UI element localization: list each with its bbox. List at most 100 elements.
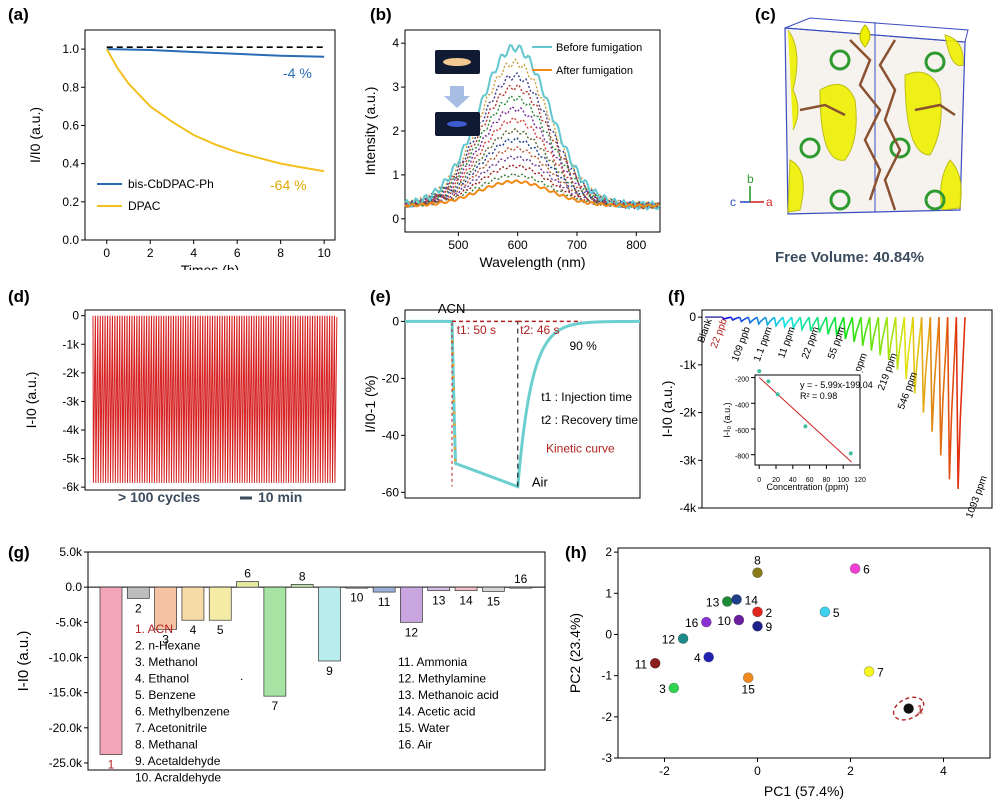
scatter-point: [668, 682, 680, 694]
x-tick-label: 800: [626, 238, 646, 252]
y-tick-label: 0: [392, 314, 399, 328]
intermediate-spectrum: [404, 155, 660, 209]
response-peak: [860, 316, 871, 346]
injection-dot: [452, 411, 456, 414]
y-tick-label: -2k: [679, 406, 697, 420]
y-tick-label: -15.0k: [49, 686, 83, 700]
inset-x-label: Concentration (ppm): [766, 482, 848, 492]
bar-label: 13: [432, 594, 446, 608]
x-tick-label: 20: [772, 477, 780, 484]
bar-label: 10: [350, 591, 364, 605]
point-label: 9: [766, 620, 773, 634]
acn-label: ACN: [438, 301, 465, 316]
x-tick-label: -2: [659, 764, 670, 778]
y-tick-label: 4: [392, 36, 399, 50]
y-tick-label: 0.4: [62, 157, 79, 171]
axis-c-label: c: [730, 195, 736, 209]
response-peak: [799, 316, 810, 333]
y-axis-label: I-I0 (a.u.): [660, 381, 675, 438]
y-axis-label: I/I0-1 (%): [362, 375, 378, 433]
y-tick-label: -4k: [679, 501, 697, 515]
y-tick-label: -200: [735, 377, 749, 384]
scatter-point: [733, 614, 745, 626]
series-line-bis-CbDPAC-Ph: [106, 48, 325, 58]
bar-label: 4: [190, 623, 197, 637]
point-label: 5: [833, 606, 840, 620]
point-label: 8: [754, 554, 761, 568]
inset-r2: R² = 0.98: [800, 391, 837, 401]
y-tick-label: 0.0: [62, 233, 79, 247]
response-peak: [929, 317, 940, 432]
x-tick-label: 4: [190, 246, 197, 260]
bar: [154, 586, 177, 630]
y-tick-label: -5k: [62, 452, 80, 466]
y-tick-label: 5.0k: [59, 545, 83, 559]
point-label: 3: [659, 682, 666, 696]
y-tick-label: -2: [601, 710, 612, 724]
y-tick-label: -25.0k: [49, 756, 83, 770]
y-axis-label: Intensity (a.u.): [362, 87, 378, 176]
intermediate-spectrum: [404, 72, 660, 210]
response-peak: [851, 316, 862, 343]
legend-item: 7. Acetonitrile: [135, 721, 207, 735]
concentration-label: 109 ppb: [730, 325, 753, 363]
x-tick-label: 10: [317, 246, 331, 260]
legend-item: 3. Methanol: [135, 655, 198, 669]
inset-point: [766, 379, 771, 384]
scatter-point: [701, 616, 712, 628]
response-peak: [782, 316, 793, 330]
point-label: 14: [745, 593, 759, 607]
y-tick-label: -60: [382, 485, 400, 499]
stray-dot: .: [240, 669, 243, 683]
bar: [318, 586, 341, 662]
injection-dot: [452, 387, 455, 391]
response-peak: [773, 316, 784, 328]
x-tick-label: 6: [234, 246, 241, 260]
y-tick-label: -5.0k: [55, 615, 83, 629]
y-tick-label: -40: [382, 428, 400, 442]
bar: [236, 581, 259, 588]
series-line-kinetic: [405, 319, 641, 489]
concentration-label: 22 ppm: [800, 325, 822, 360]
axis-indicator: b c a: [730, 172, 773, 209]
y-axis-label: I-I0 (a.u.): [15, 631, 32, 692]
plot-frame: [754, 374, 861, 466]
panel-e: (e) 0 -20 -40 -60 I/I0-1 (%) ACN t1: 50 s t2: 4…: [362, 287, 641, 499]
x-tick-label: 60: [806, 477, 814, 484]
bar: [345, 586, 369, 589]
scatter-point: [752, 567, 763, 579]
legend-item: 13. Methanoic acid: [398, 688, 499, 702]
response-peak: [877, 316, 888, 356]
cycle-trace: [92, 315, 338, 483]
x-tick-label: 120: [854, 477, 866, 484]
inset-equation: y = - 5.99x-199.04: [800, 380, 873, 390]
y-tick-label: 1.0: [62, 42, 79, 56]
response-peak: [738, 316, 749, 323]
bar-label: 3: [162, 632, 169, 646]
bar: [99, 586, 123, 755]
panel-label: (f): [668, 287, 685, 306]
axis-a-label: a: [766, 195, 773, 209]
x-tick-label: 100: [837, 477, 849, 484]
response-peak: [912, 317, 923, 394]
y-axis-label: I-I0 (a.u.): [23, 372, 39, 429]
concentration-label: 219 ppm: [876, 352, 900, 392]
response-peak: [842, 316, 854, 340]
y-tick-label: -6k: [62, 480, 80, 494]
point-label: 6: [863, 563, 870, 577]
response-peak: [955, 317, 966, 489]
panel-c: (c) b c a Free Volume: 40.84%: [730, 5, 969, 266]
response-peak: [730, 316, 740, 322]
time-note: 10 min: [258, 489, 302, 505]
legend-item: 2. n-Hexane: [135, 639, 201, 653]
point-label: 7: [877, 666, 884, 680]
panel-label: (d): [8, 287, 30, 306]
legend-item: 1. ACN: [135, 622, 173, 636]
panel-label: (e): [370, 287, 391, 306]
injection-dot: [453, 446, 457, 450]
y-tick-label: -3k: [62, 394, 80, 408]
response-peak: [825, 316, 836, 335]
panel-g: (g) 5.0k 0.0 -5.0k -10.0k -15.0k -20.0k -25.0k…: [8, 543, 546, 785]
cycles-note: > 100 cycles: [118, 489, 200, 505]
